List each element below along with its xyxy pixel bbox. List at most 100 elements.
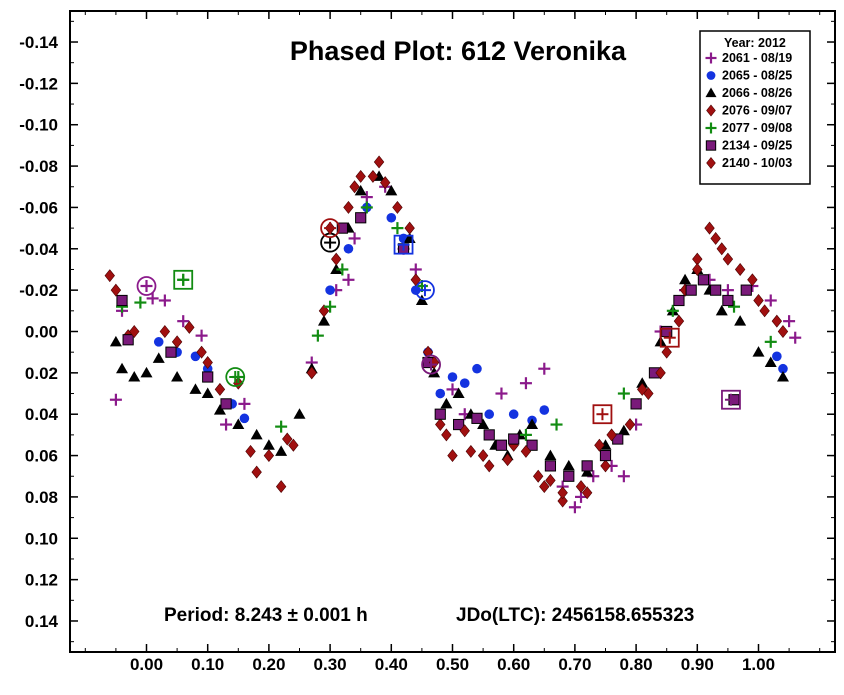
- data-point: [606, 428, 617, 442]
- data-points: [104, 155, 802, 514]
- legend-marker: [705, 122, 717, 134]
- legend-entry-label: 2066 - 08/26: [722, 86, 792, 100]
- data-point: [673, 314, 685, 328]
- data-point: [104, 269, 115, 283]
- data-point: [446, 383, 459, 396]
- legend-items: 2061 - 08/19 2065 - 08/25 2066 - 08/26 2076…: [705, 51, 792, 170]
- data-point: [568, 501, 581, 514]
- data-point: [483, 429, 495, 441]
- data-point: [520, 444, 532, 458]
- data-point: [318, 304, 330, 318]
- data-point: [282, 432, 293, 446]
- data-point: [213, 404, 226, 415]
- legend-entry-label: 2061 - 08/19: [722, 51, 792, 65]
- data-point: [415, 294, 428, 305]
- y-tick-label: -0.14: [19, 33, 58, 52]
- data-point: [685, 284, 697, 296]
- data-point: [716, 242, 727, 256]
- data-point: [116, 362, 129, 374]
- data-point: [134, 296, 147, 309]
- highlight-box: [592, 404, 613, 425]
- data-point: [679, 273, 692, 285]
- data-point: [116, 294, 128, 307]
- x-tick-label: 0.50: [436, 655, 469, 674]
- data-point: [391, 222, 404, 235]
- data-point: [239, 413, 250, 424]
- data-point: [550, 418, 563, 431]
- highlight-box: [393, 234, 414, 255]
- legend: Year: 2012 2061 - 08/19 2065 - 08/25 2066 …: [699, 30, 811, 185]
- y-tick-label: 0.00: [25, 323, 58, 342]
- data-point: [562, 459, 575, 471]
- data-point: [275, 420, 288, 433]
- data-point: [734, 315, 747, 326]
- highlight-box: [173, 269, 194, 290]
- legend-marker: [706, 71, 716, 80]
- data-point: [495, 387, 508, 400]
- data-point: [477, 418, 490, 430]
- legend-marker: [705, 140, 717, 151]
- data-point: [343, 200, 354, 214]
- x-tick-label: 0.70: [558, 655, 591, 674]
- y-axis: -0.14 -0.12 -0.10 -0.08 -0.06 -0.04 -0.02 0.00 0…: [19, 20, 835, 643]
- data-point: [434, 408, 446, 420]
- data-point: [325, 285, 335, 295]
- data-point: [575, 480, 587, 494]
- data-point: [624, 418, 636, 432]
- data-point: [202, 356, 213, 369]
- data-point: [262, 439, 275, 450]
- data-point: [538, 362, 551, 375]
- x-tick-label: 0.40: [375, 655, 408, 674]
- data-point: [772, 351, 782, 362]
- data-point: [563, 470, 575, 482]
- data-point: [355, 212, 367, 224]
- legend-title: Year: 2012: [724, 36, 786, 50]
- data-point: [158, 294, 171, 307]
- data-point: [764, 356, 777, 368]
- data-point: [171, 335, 183, 349]
- y-tick-label: 0.02: [25, 364, 58, 383]
- data-point: [519, 377, 532, 390]
- data-point: [324, 300, 337, 313]
- data-point: [109, 393, 122, 406]
- data-point: [734, 262, 746, 276]
- data-point: [311, 329, 324, 342]
- data-point: [471, 412, 483, 424]
- y-tick-label: -0.04: [19, 240, 58, 259]
- data-point: [697, 274, 710, 286]
- data-point: [447, 372, 458, 382]
- y-tick-label: 0.06: [25, 447, 58, 466]
- data-point: [159, 325, 171, 338]
- y-tick-label: 0.08: [25, 488, 58, 507]
- x-tick-label: 0.30: [314, 655, 347, 674]
- x-axis: 0.00 0.10 0.20 0.30 0.40 0.50 0.60 0.70 0.80 0.90…: [84, 11, 821, 674]
- data-point: [637, 382, 648, 396]
- data-point: [343, 243, 354, 254]
- data-point: [465, 444, 477, 458]
- data-point: [263, 449, 275, 463]
- y-tick-label: 0.14: [25, 612, 59, 631]
- highlight-ring: [320, 218, 341, 239]
- data-point: [764, 294, 777, 307]
- data-point: [202, 371, 214, 383]
- data-point: [140, 366, 153, 378]
- data-point: [153, 337, 164, 347]
- data-point: [508, 433, 520, 445]
- x-tick-label: 0.90: [681, 655, 714, 674]
- data-point: [747, 273, 758, 287]
- data-point: [165, 346, 177, 358]
- y-tick-label: -0.06: [19, 198, 58, 217]
- x-tick-label: 1.00: [742, 655, 775, 674]
- data-point: [404, 221, 415, 235]
- data-point: [171, 370, 184, 382]
- legend-marker: [706, 157, 716, 169]
- data-point: [342, 273, 355, 286]
- data-point: [477, 449, 489, 463]
- data-point: [484, 459, 495, 473]
- data-point: [692, 262, 703, 276]
- data-point: [330, 263, 343, 274]
- data-point: [544, 449, 557, 461]
- data-point: [778, 363, 788, 374]
